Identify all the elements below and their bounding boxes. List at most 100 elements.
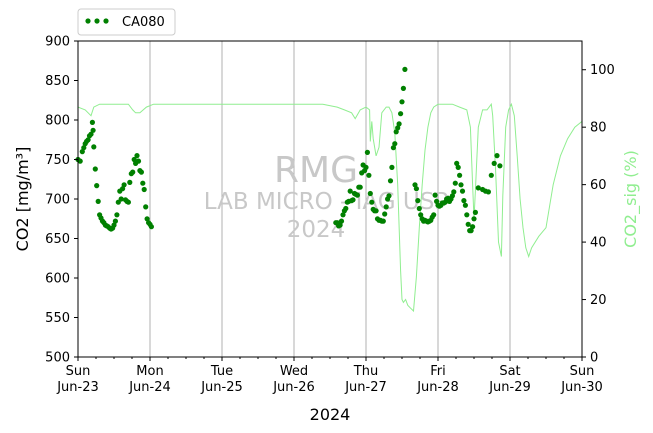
- x-tick-day: Sun: [570, 364, 595, 379]
- ca080-point: [434, 198, 440, 204]
- ca080-point: [380, 218, 386, 224]
- x-tick-date: Jun-24: [128, 380, 171, 395]
- ca080-point: [459, 188, 466, 194]
- ca080-point: [144, 216, 150, 222]
- legend-box: [77, 8, 176, 36]
- ca080-point: [134, 153, 140, 159]
- ca080-point: [451, 189, 457, 195]
- ca080-point: [121, 182, 127, 188]
- y-right-tick-label: 0: [590, 351, 598, 366]
- ca080-point: [497, 163, 503, 169]
- ca080-point: [431, 212, 437, 218]
- ca080-point: [350, 197, 356, 203]
- ca080-point: [81, 145, 87, 151]
- ca080-point: [471, 216, 477, 222]
- ca080-point: [465, 221, 471, 227]
- ca080-point: [383, 204, 389, 210]
- ca080-point: [412, 182, 418, 188]
- ca080-point: [415, 198, 421, 204]
- ca080-point: [382, 211, 388, 217]
- series-co2-sig: [78, 102, 582, 313]
- y-right-tick-label: 40: [590, 236, 607, 251]
- ca080-point: [131, 156, 137, 163]
- ca080-point: [386, 193, 392, 199]
- ca080-point: [413, 186, 419, 192]
- ca080-point: [111, 222, 117, 228]
- ca080-point: [399, 99, 405, 105]
- ca080-point: [364, 149, 370, 155]
- ca080-point: [455, 164, 461, 170]
- ca080-point: [457, 172, 463, 178]
- ca080-point: [118, 196, 124, 202]
- y-tick-label: 800: [45, 114, 70, 129]
- ca080-point: [462, 202, 468, 208]
- y-right-tick-label: 80: [590, 121, 607, 136]
- x-axis-label: 2024: [310, 405, 351, 424]
- ca080-point: [400, 85, 406, 91]
- y-axis-right: 0 20 40 60 80 100: [582, 63, 615, 366]
- ca080-point: [354, 192, 360, 198]
- x-tick-date: Jun-28: [416, 380, 459, 395]
- ca080-point: [88, 131, 94, 137]
- ca080-point: [464, 212, 470, 218]
- ca080-point: [395, 125, 401, 131]
- ca080-point: [369, 199, 375, 205]
- ca080-point: [432, 192, 438, 198]
- ca080-point: [89, 119, 95, 125]
- x-axis: SunJun-23MonJun-24TueJun-25WedJun-26ThuJ…: [56, 357, 603, 395]
- ca080-point: [387, 178, 394, 184]
- ca080-point: [135, 158, 142, 164]
- ca080-point: [94, 183, 100, 189]
- ca080-point: [138, 169, 144, 175]
- x-tick-day: Mon: [136, 364, 163, 379]
- y-tick-label: 700: [45, 193, 70, 208]
- watermark-line-1: RMG: [274, 150, 358, 191]
- series-ca080: [75, 66, 503, 234]
- ca080-point: [143, 204, 149, 210]
- y-tick-label: 650: [45, 232, 70, 247]
- ca080-point: [418, 212, 424, 218]
- ca080-point: [458, 182, 464, 188]
- legend: CA080: [77, 8, 176, 36]
- x-tick-day: Sat: [499, 364, 520, 379]
- watermark-line-2: LAB MICRO - IAG USP: [204, 189, 449, 215]
- y-right-tick-label: 20: [590, 293, 607, 308]
- ca080-point: [90, 127, 96, 133]
- x-tick-date: Jun-29: [488, 380, 531, 395]
- ca080-point: [347, 188, 353, 194]
- ca080-point: [485, 189, 491, 195]
- x-tick-day: Sun: [66, 364, 91, 379]
- x-tick-date: Jun-25: [200, 380, 243, 395]
- y-right-tick-label: 100: [590, 63, 615, 78]
- y-tick-label: 900: [45, 35, 70, 50]
- ca080-point: [468, 228, 474, 234]
- x-tick-day: Wed: [280, 364, 308, 379]
- ca080-point: [338, 218, 345, 224]
- ca080-point: [140, 180, 146, 186]
- ca080-point: [77, 158, 83, 164]
- ca080-point: [488, 172, 494, 178]
- ca080-point: [461, 198, 467, 204]
- ca080-point: [148, 224, 154, 230]
- y-axis-label-left: CO2 [mg/m³]: [13, 147, 32, 252]
- ca080-point: [343, 205, 349, 212]
- ca080-point: [494, 153, 500, 159]
- y-right-tick-label: 60: [590, 178, 607, 193]
- y-axis-left: 500 550 600 650 700 750 800 850 900: [45, 35, 78, 366]
- y-tick-label: 550: [45, 311, 70, 326]
- x-tick-day: Thu: [353, 364, 378, 379]
- ca080-point: [392, 141, 398, 147]
- ca080-point: [357, 184, 363, 190]
- ca080-point: [125, 199, 131, 205]
- ca080-point: [95, 198, 101, 204]
- ca080-point: [475, 185, 481, 191]
- ca080-point: [390, 145, 396, 151]
- ca080-point: [85, 137, 91, 143]
- ca080-point: [91, 144, 97, 150]
- legend-marker: [103, 18, 109, 24]
- legend-marker: [94, 18, 100, 24]
- x-tick-date: Jun-27: [344, 380, 387, 395]
- ca080-point: [340, 212, 346, 218]
- x-tick-date: Jun-23: [56, 380, 99, 395]
- ca080-point: [402, 66, 408, 72]
